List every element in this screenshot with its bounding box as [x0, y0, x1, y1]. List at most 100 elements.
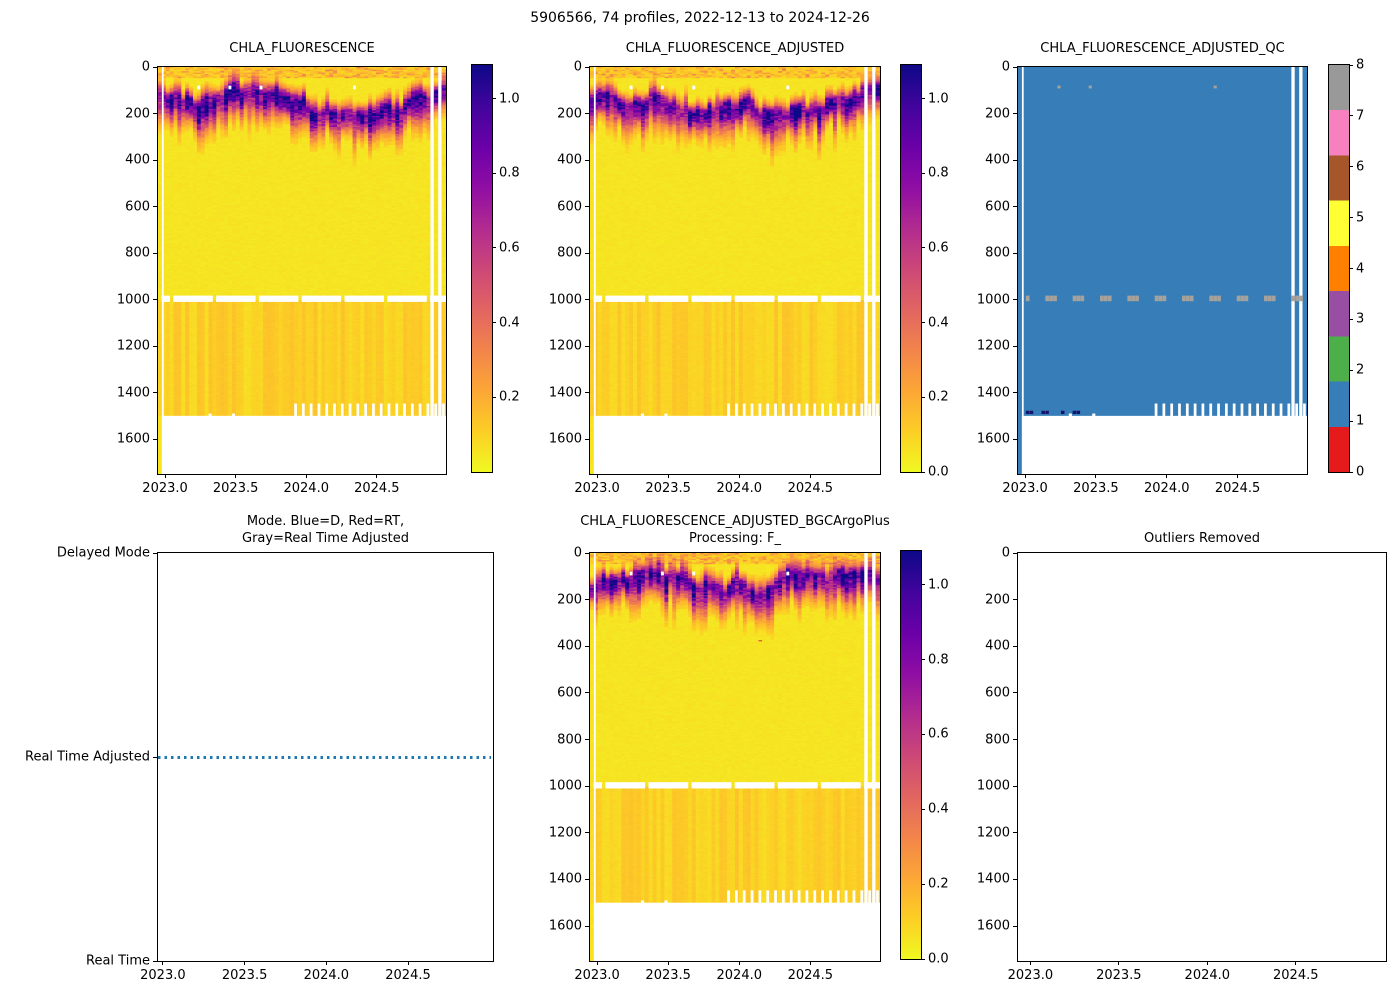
y-tick-label: 1200	[976, 338, 1010, 354]
y-tick-label: 400	[557, 638, 582, 654]
colorbar-bgcargoplus: 1.0 0.8 0.6 0.4 0.2 0.0	[900, 550, 949, 967]
colorbar-tick-label: 4	[1356, 261, 1365, 276]
y-tick-label: 600	[125, 199, 150, 215]
plot-chla-fluorescence-adjusted-qc: 2023.0 2023.5 2024.0 2024.5 0 200 400 600 800 100…	[977, 60, 1308, 496]
x-tick-mark	[235, 474, 237, 478]
y-tick-label: 1200	[548, 338, 582, 354]
colorbar-tick-label: 7	[1356, 108, 1365, 124]
colorbar-tick-label: 0.0	[928, 464, 949, 480]
y-tick-label: 600	[557, 685, 582, 701]
x-tick-label: 2023.0	[1007, 968, 1054, 983]
y-tick-mark	[1013, 599, 1017, 601]
y-tick-label: 400	[125, 152, 150, 168]
y-tick-label: 0	[573, 545, 582, 561]
y-tick-label: Real Time	[86, 953, 150, 969]
y-tick-label: 1200	[976, 825, 1010, 841]
x-tick-label: 2023.5	[1073, 481, 1119, 496]
y-tick-label: 1200	[116, 338, 150, 354]
colorbar-qc: 8 7 6 5 4 3 2 1 0	[1328, 58, 1364, 480]
title-mode-line2: Gray=Real Time Adjusted	[242, 531, 409, 546]
y-tick-mark	[585, 552, 589, 554]
y-tick-label: 200	[985, 106, 1010, 121]
colorbar-tick-label: 1.0	[928, 91, 949, 107]
colorbar-chla-fluorescence: 1.0 0.8 0.6 0.4 0.2	[471, 64, 520, 473]
colorbar-tick-label: 0.0	[928, 951, 949, 967]
y-tick-mark	[1013, 925, 1017, 927]
x-tick-label: 2024.5	[1273, 968, 1319, 983]
x-tick-label: 2024.0	[716, 481, 763, 496]
colorbar-tick-mark	[1349, 166, 1353, 168]
x-tick-label: 2024.0	[716, 968, 763, 983]
y-tick-label: 0	[141, 59, 150, 75]
x-tick-mark	[738, 474, 740, 478]
x-tick-label: 2023.5	[645, 481, 691, 496]
y-tick-label: 400	[985, 638, 1010, 654]
y-tick-label: Real Time Adjusted	[25, 749, 150, 765]
y-tick-mark	[1013, 392, 1017, 394]
x-tick-label: 2024.5	[787, 968, 834, 983]
y-tick-label: 800	[985, 245, 1010, 261]
x-tick-label: 2024.5	[1214, 481, 1261, 496]
y-tick-mark	[585, 159, 589, 161]
x-tick-mark	[738, 961, 740, 965]
y-tick-label: 0	[573, 59, 582, 75]
y-tick-mark	[1013, 438, 1017, 440]
y-tick-mark	[153, 552, 157, 554]
colorbar-tick-mark	[921, 322, 925, 324]
colorbar-tick-mark	[1349, 318, 1353, 320]
y-tick-mark	[1013, 66, 1017, 68]
x-tick-mark	[1206, 961, 1208, 965]
colorbar-tick-mark	[921, 883, 925, 885]
y-tick-label: 1400	[548, 871, 582, 887]
colorbar-tick-label: 0.2	[928, 876, 949, 892]
y-tick-label: 1000	[548, 778, 582, 794]
y-tick-mark	[585, 785, 589, 787]
y-tick-mark	[585, 252, 589, 254]
bgcargoplus-heatmap	[590, 553, 880, 961]
colorbar-tick-mark	[921, 396, 925, 398]
y-tick-mark	[153, 392, 157, 394]
y-tick-mark	[1013, 785, 1017, 787]
chla-fluorescence-adjusted-qc-heatmap	[1018, 67, 1307, 474]
colorbar-tick-mark	[492, 322, 496, 324]
y-tick-mark	[153, 159, 157, 161]
colorbar-tick-label: 0.4	[499, 315, 520, 331]
x-tick-label: 2024.5	[787, 481, 834, 496]
plot-outliers-removed: 2023.0 2023.5 2024.0 2024.5 0 200 400 600 800 100…	[977, 546, 1387, 983]
y-tick-mark	[585, 299, 589, 301]
y-tick-mark	[1013, 113, 1017, 114]
y-tick-mark	[1013, 552, 1017, 554]
colorbar-tick-label: 3	[1356, 311, 1365, 327]
y-tick-label: 400	[985, 152, 1010, 168]
colorbar-tick-label: 5	[1356, 210, 1365, 226]
y-tick-label: 1400	[116, 385, 150, 401]
y-tick-label: 800	[557, 245, 582, 261]
colorbar-tick-label: 0.8	[928, 652, 949, 668]
colorbar-tick-mark	[1349, 217, 1353, 219]
y-tick-mark	[1013, 878, 1017, 880]
colorbar-tick-mark	[921, 98, 925, 100]
colorbar-tick-mark	[1349, 64, 1353, 66]
y-tick-mark	[1013, 252, 1017, 254]
figure-title: 5906566, 74 profiles, 2022-12-13 to 2024…	[530, 10, 870, 26]
y-tick-label: 1600	[976, 918, 1010, 934]
colorbar-tick-mark	[492, 396, 496, 398]
colorbar-tick-label: 0.6	[928, 726, 949, 742]
colorbar-tick-mark	[921, 659, 925, 661]
y-tick-label: Delayed Mode	[56, 545, 150, 561]
y-tick-label: 1400	[548, 385, 582, 401]
colorbar-tick-label: 0.6	[499, 240, 520, 256]
y-tick-mark	[1013, 299, 1017, 301]
y-tick-mark	[1013, 345, 1017, 347]
y-tick-label: 1600	[548, 431, 582, 447]
y-tick-label: 600	[557, 199, 582, 215]
x-tick-label: 2023.5	[212, 481, 259, 496]
y-tick-label: 800	[985, 732, 1010, 747]
x-tick-label: 2024.0	[1144, 481, 1190, 496]
y-tick-mark	[1013, 692, 1017, 694]
colorbar-tick-mark	[1349, 268, 1353, 269]
title-mode-line1: Mode. Blue=D, Red=RT,	[246, 514, 405, 529]
y-tick-label: 1600	[976, 431, 1010, 447]
title-chla-fluorescence-adjusted-qc: CHLA_FLUORESCENCE_ADJUSTED_QC	[1040, 41, 1285, 56]
